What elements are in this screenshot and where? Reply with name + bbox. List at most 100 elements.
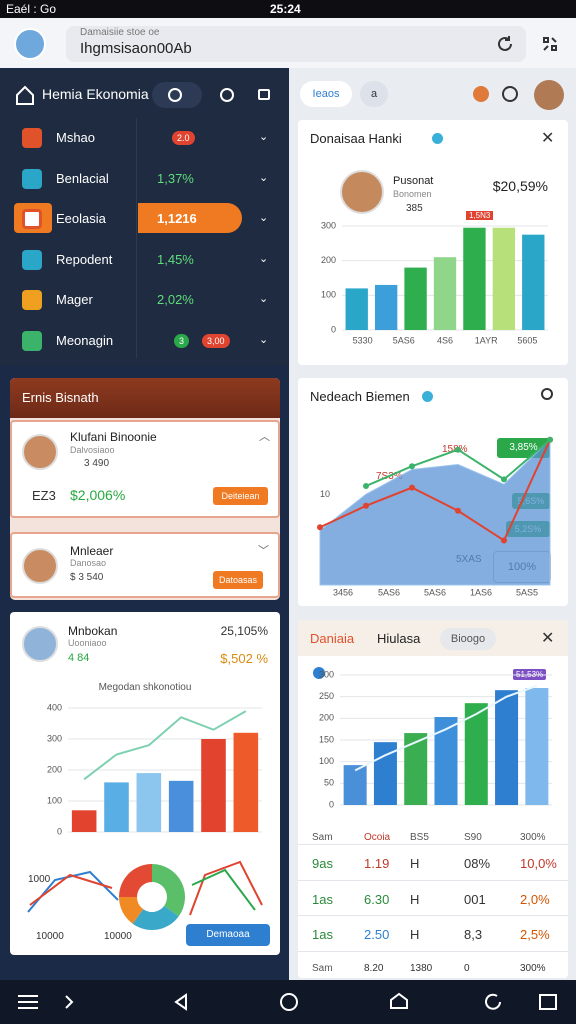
chart-label: 7S3%	[376, 471, 403, 482]
person-sub: Dalvosiaoo	[70, 445, 115, 455]
refresh-icon[interactable]	[495, 34, 515, 54]
chevron[interactable]: ⌄	[259, 171, 269, 184]
mini-label: 10000	[104, 931, 132, 942]
row-badge: 3	[174, 333, 190, 348]
table-cell: 10,0%	[520, 856, 557, 871]
avatar	[340, 170, 384, 214]
chevron[interactable]: ⌄	[259, 252, 269, 265]
table-cell: 1as	[312, 927, 333, 942]
row-label: Meonagin	[56, 332, 114, 348]
clock: 25:24	[270, 2, 301, 16]
table-cell: 8,3	[464, 927, 483, 942]
menu-title: Hemia Ekonomia	[42, 86, 149, 102]
card-title: Daniaia	[310, 631, 355, 646]
profile-meta: 4 84	[68, 652, 90, 664]
table-cell: 1as	[312, 891, 333, 907]
table-cell: Sam	[312, 832, 333, 843]
menu-icon-part	[543, 37, 557, 51]
chevron[interactable]: ︿	[259, 431, 270, 443]
action-button[interactable]: Datoasas	[213, 571, 263, 589]
icon[interactable]	[502, 86, 518, 102]
row-icon	[22, 290, 42, 310]
chart-card	[298, 120, 568, 365]
person-name: Pusonat	[393, 175, 434, 187]
close-button[interactable]: ✕	[541, 130, 555, 147]
chevron[interactable]: ⌄	[259, 131, 269, 143]
nav-icons-part	[18, 995, 38, 1009]
status-bar	[0, 0, 576, 18]
chevron[interactable]: ⌄	[259, 333, 269, 346]
table-cell: BS5	[410, 832, 429, 843]
tab-pill[interactable]: a	[360, 81, 388, 107]
table-cell: H	[410, 891, 420, 907]
user-icon[interactable]	[541, 388, 553, 400]
profile-sub: Uooniaoo	[68, 638, 107, 648]
row-icon	[22, 209, 42, 229]
avatar[interactable]	[534, 80, 564, 110]
card-title: Donaisaa Hanki	[310, 131, 402, 146]
section-header	[10, 378, 280, 418]
action-button[interactable]: Demaoaa	[186, 924, 270, 946]
pill-icon[interactable]	[258, 89, 270, 100]
action-button[interactable]: Deiteiean	[213, 487, 268, 505]
filter-pill[interactable]: Bioogo	[440, 628, 496, 650]
row-value: 1,45%	[157, 251, 194, 267]
person-name: Mnleaer	[70, 544, 114, 558]
chart-badge: 5,2S%	[506, 521, 550, 537]
close-button[interactable]: ✕	[541, 630, 555, 647]
pill-icon	[168, 88, 182, 102]
row-value: 1,37%	[157, 170, 194, 186]
row-value: 2,02%	[157, 292, 194, 307]
legend-badge: 51,53%	[513, 669, 547, 680]
table-cell: Sam	[312, 962, 333, 974]
chevron[interactable]: ⌄	[259, 212, 269, 224]
card-header	[298, 620, 568, 656]
info-dot	[422, 391, 433, 402]
row-icon	[22, 168, 42, 189]
row-label: Eeolasia	[56, 211, 106, 226]
card-title: Nedeach Biemen	[310, 389, 410, 404]
pill-icon[interactable]	[220, 88, 234, 102]
axis-label: 10	[320, 489, 331, 499]
nav-icons-part	[485, 993, 501, 1010]
nav-icons[interactable]	[0, 980, 576, 1024]
row-icon	[22, 330, 42, 351]
legend-dot	[313, 667, 325, 679]
chart-label: SNS	[332, 554, 353, 565]
table-cell: 08%	[464, 856, 491, 871]
table-rule	[298, 950, 568, 952]
icon[interactable]	[473, 86, 489, 102]
status-text: Eaél : Go	[6, 2, 57, 16]
chevron[interactable]: ⌄	[259, 293, 269, 305]
table-cell: 9as	[312, 856, 333, 871]
table-cell: 300%	[520, 962, 546, 974]
mini-label: 1000	[28, 874, 51, 885]
table-cell: 6.30	[364, 891, 390, 907]
person-name: Klufani Binoonie	[70, 430, 157, 444]
row-value: 1,1216	[157, 211, 197, 226]
menu-icon[interactable]	[540, 34, 560, 54]
search-box[interactable]	[66, 26, 526, 62]
divider	[136, 118, 137, 358]
table-cell: H	[410, 856, 420, 871]
table-cell: 300%	[520, 832, 546, 843]
search-hint: Damaisiie stoe oe	[80, 27, 160, 38]
bottom-nav	[0, 980, 576, 1024]
tab-pill[interactable]: Ieaos	[300, 81, 352, 107]
person-sub: Bonomen	[393, 189, 432, 199]
row-badge: 2.0	[172, 131, 195, 145]
chart-label: 5XAS	[456, 554, 482, 565]
row-label: Repodent	[56, 251, 113, 267]
avatar[interactable]	[14, 28, 46, 60]
chart-label: 158%	[442, 444, 468, 455]
row-badge: 3,00	[202, 333, 230, 348]
home-icon[interactable]	[14, 84, 36, 106]
chevron[interactable]: ﹀	[258, 545, 269, 557]
nav-icons-part	[280, 993, 298, 1011]
profile-name: Mnbokan	[68, 624, 118, 638]
bar-badge: 1,5N3	[466, 211, 494, 220]
table-cell: 8.20	[364, 962, 384, 974]
table-cell: S90	[464, 832, 482, 843]
table-cell: H	[410, 927, 420, 942]
